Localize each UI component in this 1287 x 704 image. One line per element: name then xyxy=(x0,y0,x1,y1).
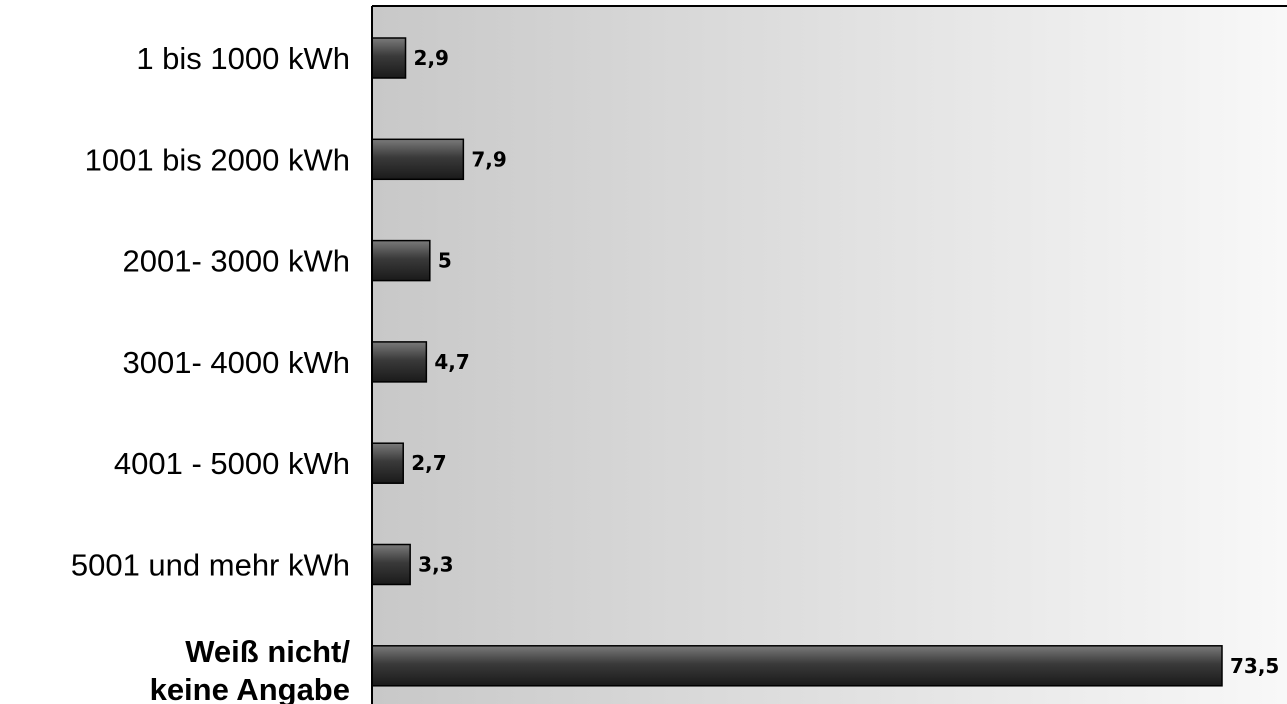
category-label-3: 3001- 4000 kWh xyxy=(123,345,350,380)
value-label-2: 5 xyxy=(438,249,452,273)
category-label-4: 4001 - 5000 kWh xyxy=(114,446,350,481)
category-label-0: 1 bis 1000 kWh xyxy=(136,41,350,76)
value-label-5: 3,3 xyxy=(418,553,453,577)
bar-5 xyxy=(371,543,411,586)
value-label-3: 4,7 xyxy=(434,350,469,374)
category-label-5: 5001 und mehr kWh xyxy=(71,548,350,583)
bars-group xyxy=(371,37,1223,687)
category-label-6-line-0: Weiß nicht/ xyxy=(185,634,350,669)
value-label-0: 2,9 xyxy=(414,46,449,70)
category-label-1: 1001 bis 2000 kWh xyxy=(85,142,350,177)
bar-2 xyxy=(371,239,431,282)
bar-3 xyxy=(371,341,428,383)
bar-1 xyxy=(371,138,465,181)
bar-6 xyxy=(371,645,1223,687)
category-labels-group: 1 bis 1000 kWh 1001 bis 2000 kWh 2001- 300… xyxy=(71,41,351,704)
value-labels-group: 2,9 7,9 5 4,7 2,7 3,3 73,5 xyxy=(411,46,1279,678)
category-label-2: 2001- 3000 kWh xyxy=(123,244,350,279)
bar-0 xyxy=(371,37,407,79)
value-label-1: 7,9 xyxy=(471,147,506,171)
bar-4 xyxy=(371,442,404,484)
value-label-6: 73,5 xyxy=(1230,654,1279,678)
category-label-6-line-1: keine Angabe xyxy=(150,672,350,704)
plot-area xyxy=(372,6,1287,704)
value-label-4: 2,7 xyxy=(411,451,446,475)
